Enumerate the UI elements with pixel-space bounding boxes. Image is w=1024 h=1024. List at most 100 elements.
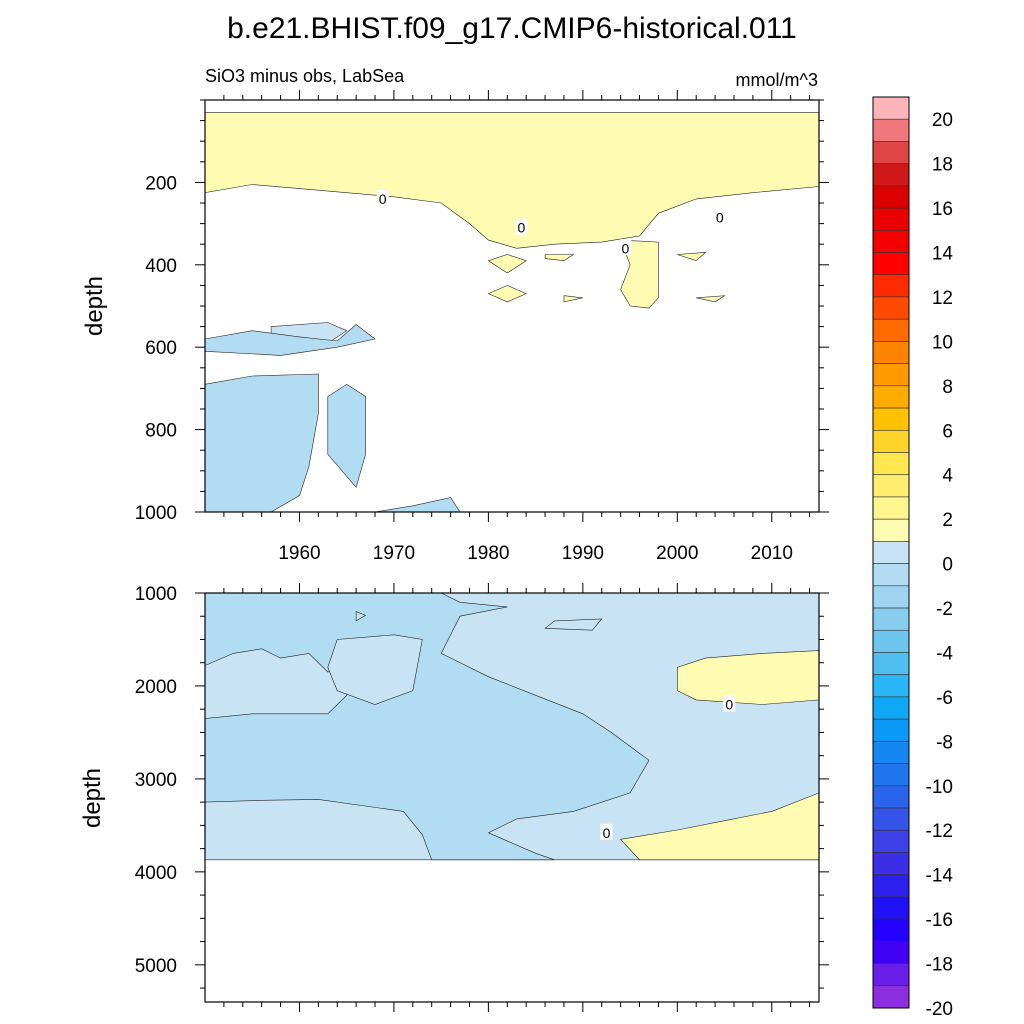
- colorbar-swatch-26: [872, 674, 910, 698]
- upper-contour-region-5: [677, 252, 707, 262]
- colorbar-swatch-8: [872, 274, 910, 298]
- upper-contour-region-2: [620, 239, 659, 309]
- colorbar-label-11: -2: [936, 599, 953, 620]
- colorbar-swatch-20: [872, 541, 910, 564]
- lower-y-axis-label: depth: [79, 768, 106, 828]
- colorbar-swatch-37: [872, 918, 910, 942]
- colorbar-swatch-27: [872, 696, 910, 720]
- upper-y-tick-label-0: 200: [145, 173, 177, 194]
- colorbar-label-7: 6: [942, 421, 953, 442]
- upper-contour-region-1: [487, 254, 527, 274]
- upper-contour-region-11: [327, 383, 366, 488]
- colorbar-swatch-36: [872, 896, 910, 920]
- colorbar-swatch-29: [872, 741, 910, 764]
- colorbar-swatch-15: [872, 429, 910, 453]
- colorbar-swatch-16: [872, 452, 910, 476]
- upper-x-tick-label-2: 1980: [467, 543, 509, 564]
- upper-y-tick-label-1: 400: [145, 256, 177, 277]
- colorbar-swatch-38: [872, 941, 910, 964]
- lower-contour-label-bg-0: [723, 695, 736, 712]
- lower-contour-label-0: 0: [725, 697, 733, 713]
- upper-y-tick-label-4: 1000: [135, 503, 177, 524]
- colorbar-swatch-13: [872, 385, 910, 409]
- upper-contour-region-9: [204, 324, 376, 356]
- colorbar-label-2: 16: [932, 199, 953, 220]
- colorbar-swatch-18: [872, 496, 910, 520]
- colorbar-swatch-21: [872, 563, 910, 587]
- colorbar-swatch-23: [872, 607, 910, 631]
- colorbar-swatch-25: [872, 652, 910, 676]
- lower-contour-label-1: 0: [603, 825, 611, 841]
- upper-contour-region-7: [563, 295, 583, 303]
- colorbar-label-0: 20: [932, 110, 953, 131]
- lower-contour-labels: 00: [600, 695, 736, 841]
- upper-contour-label-bg-3: [713, 208, 726, 225]
- colorbar-swatch-28: [872, 718, 910, 742]
- colorbar-swatch-30: [872, 763, 910, 787]
- colorbar-label-10: 0: [942, 555, 953, 576]
- upper-contour-label-bg-1: [515, 218, 528, 235]
- colorbar-swatch-39: [872, 963, 910, 987]
- colorbar-swatch-17: [872, 474, 910, 498]
- lower-contour-region-4: [355, 611, 367, 622]
- lower-plot-frame: [204, 592, 820, 1003]
- upper-contour-regions: [204, 112, 820, 513]
- colorbar-label-6: 8: [942, 377, 953, 398]
- lower-y-tick-label-2: 3000: [135, 770, 177, 791]
- colorbar-swatch-14: [872, 407, 910, 431]
- upper-contour-region-6: [696, 295, 726, 303]
- colorbar-label-16: -12: [926, 821, 953, 842]
- colorbar-swatch-12: [872, 363, 910, 387]
- colorbar-label-18: -16: [926, 910, 953, 931]
- colorbar-swatch-32: [872, 807, 910, 831]
- colorbar-swatch-0: [872, 96, 910, 120]
- upper-panel-left-label: SiO3 minus obs, LabSea: [205, 66, 405, 86]
- colorbar-swatch-3: [872, 163, 910, 187]
- colorbar-swatch-33: [872, 829, 910, 853]
- colorbar-swatch-22: [872, 585, 910, 609]
- colorbar-swatch-7: [872, 252, 910, 276]
- lower-contour-region-3: [327, 634, 423, 705]
- lower-y-tick-label-4: 5000: [135, 956, 177, 977]
- colorbar-label-3: 14: [932, 244, 954, 265]
- lower-contour-region-5: [544, 618, 603, 631]
- colorbar-label-13: -6: [936, 688, 953, 709]
- colorbar-label-14: -8: [936, 732, 953, 753]
- colorbar-label-19: -18: [926, 955, 953, 976]
- lower-y-tick-label-0: 1000: [135, 584, 177, 605]
- colorbar-label-8: 4: [942, 466, 953, 487]
- upper-axis-ticks: 1960 1970 1980 1990 2000 2010 200 400 600 800 1000: [135, 90, 829, 564]
- colorbar-label-5: 10: [932, 332, 953, 353]
- colorbar-swatch-34: [872, 852, 910, 875]
- colorbar: 20181614121086420-2-4-6-8-10-12-14-16-18…: [872, 96, 954, 1020]
- upper-y-axis-label: depth: [81, 276, 108, 336]
- upper-contour-region-3: [487, 285, 527, 303]
- upper-x-tick-label-5: 2010: [751, 543, 793, 564]
- colorbar-swatch-35: [872, 874, 910, 898]
- upper-panel-units-label: mmol/m^3: [736, 70, 818, 90]
- upper-contour-label-3: 0: [716, 209, 724, 225]
- lower-axis-ticks: 1000 2000 3000 4000 5000: [135, 583, 829, 1012]
- colorbar-label-4: 12: [932, 288, 953, 309]
- upper-contour-region-0: [204, 112, 820, 249]
- upper-contour-label-2: 0: [621, 240, 629, 256]
- figure-title: b.e21.BHIST.f09_g17.CMIP6-historical.011: [227, 12, 797, 45]
- lower-y-tick-label-1: 2000: [135, 677, 177, 698]
- upper-panel: SiO3 minus obs, LabSea mmol/m^3 0 0 0 0 196…: [81, 66, 829, 564]
- upper-x-tick-label-4: 2000: [656, 543, 698, 564]
- colorbar-swatch-31: [872, 785, 910, 809]
- upper-plot-frame: [204, 99, 820, 513]
- colorbar-label-12: -4: [936, 643, 953, 664]
- colorbar-swatch-5: [872, 207, 910, 231]
- upper-contour-label-1: 0: [518, 220, 526, 236]
- colorbar-swatch-19: [872, 518, 910, 542]
- lower-contour-region-7: [620, 792, 820, 861]
- upper-y-tick-label-3: 800: [145, 421, 177, 442]
- lower-y-tick-label-3: 4000: [135, 863, 177, 884]
- colorbar-swatch-40: [872, 985, 910, 1009]
- upper-y-tick-label-2: 600: [145, 338, 177, 359]
- upper-contour-labels: 0 0 0 0: [376, 189, 726, 256]
- upper-contour-label-bg-0: [376, 189, 389, 206]
